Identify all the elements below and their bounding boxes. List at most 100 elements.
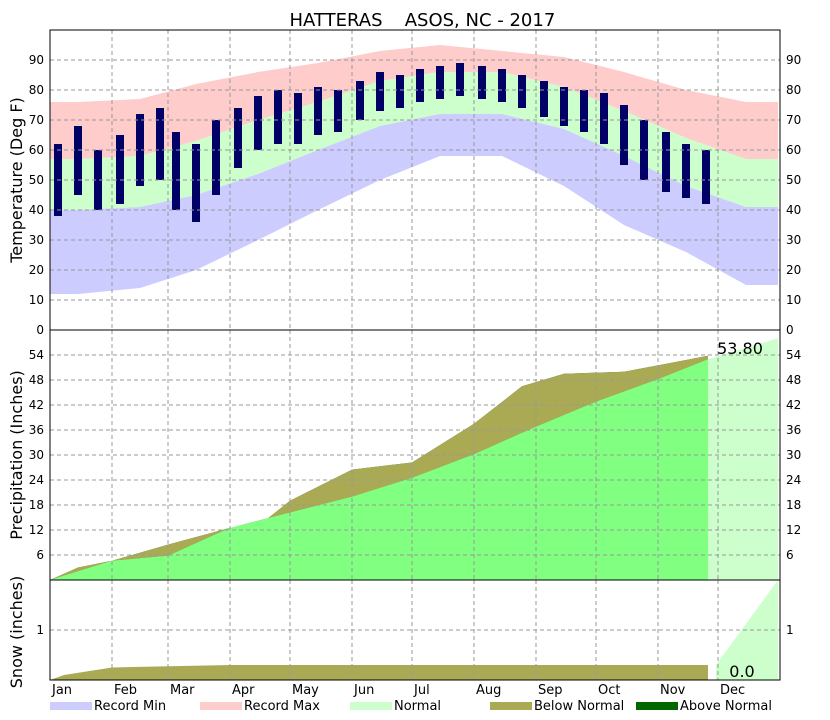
y-tick-label-right: 36 (786, 423, 801, 437)
snow-axis-label: Snow (inches) (7, 576, 26, 688)
observed-temperature-bar (234, 108, 242, 168)
y-tick-label-left: 80 (29, 83, 44, 97)
observed-temperature-bar (600, 93, 608, 144)
y-tick-label-left: 10 (29, 293, 44, 307)
below-normal-precipitation (50, 355, 708, 580)
chart-title-station: HATTERAS (289, 10, 382, 31)
y-tick-label-right: 1 (786, 623, 794, 637)
observed-temperature-bar (376, 72, 384, 111)
x-tick-label: Jul (413, 683, 430, 698)
x-tick-label: May (292, 683, 319, 698)
x-tick-label: Aug (476, 683, 501, 698)
chart-title-network: ASOS, NC - 2017 (405, 10, 556, 31)
legend-label: Record Max (244, 699, 320, 714)
y-tick-label-left: 12 (29, 523, 44, 537)
y-tick-label-right: 42 (786, 398, 801, 412)
x-tick-label: Jun (353, 683, 374, 698)
y-tick-label-left: 90 (29, 53, 44, 67)
y-tick-label-right: 30 (786, 233, 801, 247)
x-tick-label: Jan (51, 683, 72, 698)
y-tick-label-right: 48 (786, 373, 801, 387)
legend-swatch (350, 702, 392, 710)
x-tick-label: Feb (114, 683, 137, 698)
observed-temperature-bar (662, 132, 670, 192)
legend-swatch (200, 702, 242, 710)
y-tick-label-right: 6 (786, 548, 794, 562)
y-tick-label-right: 20 (786, 263, 801, 277)
y-tick-label-left: 1 (36, 623, 44, 637)
temperature-panel: 0 0 10 10 20 20 30 30 40 40 50 50 60 60 70 70 80 80 90 90 (29, 29, 801, 337)
observed-temperature-bar (274, 90, 282, 144)
observed-precipitation-base (50, 359, 708, 580)
y-tick-label-left: 70 (29, 113, 44, 127)
y-tick-label-left: 40 (29, 203, 44, 217)
y-tick-label-left: 30 (29, 448, 44, 462)
y-tick-label-left: 54 (29, 348, 44, 362)
y-tick-label-left: 18 (29, 498, 44, 512)
snow-total-label: 0.0 (729, 662, 754, 681)
observed-temperature-bar (620, 105, 628, 165)
observed-temperature-bar (682, 144, 690, 198)
observed-temperature-bar (560, 87, 568, 126)
y-tick-label-left: 6 (36, 548, 44, 562)
normal-band (50, 72, 778, 210)
legend-label: Below Normal (534, 699, 624, 714)
snow-frame (49, 579, 781, 681)
observed-temperature-bar (314, 87, 322, 135)
observed-temperature-bar (540, 81, 548, 117)
y-tick-label-left: 30 (29, 233, 44, 247)
observed-temperature-bar (212, 120, 220, 195)
x-tick-label: Dec (720, 683, 745, 698)
legend: Record Min Record Max Normal Below Normal Ab… (50, 699, 772, 714)
y-tick-label-right: 24 (786, 473, 801, 487)
x-tick-label: Nov (660, 683, 686, 698)
x-tick-label: Mar (170, 683, 195, 698)
legend-label: Normal (394, 699, 441, 714)
y-tick-label-right: 70 (786, 113, 801, 127)
observed-temperature-bar (294, 93, 302, 144)
temperature-axis-label: Temperature (Deg F) (7, 97, 26, 264)
legend-swatch (490, 702, 532, 710)
observed-temperature-bar (518, 75, 526, 108)
legend-label: Record Min (94, 699, 166, 714)
y-tick-label-left: 36 (29, 423, 44, 437)
legend-swatch (50, 702, 92, 710)
y-tick-label-right: 80 (786, 83, 801, 97)
observed-temperature-bar (498, 69, 506, 102)
y-tick-label-right: 50 (786, 173, 801, 187)
y-tick-label-left: 42 (29, 398, 44, 412)
y-tick-label-right: 30 (786, 448, 801, 462)
observed-temperature-bar (254, 96, 262, 150)
y-tick-label-zero-left: 0 (36, 323, 44, 337)
y-tick-label-left: 20 (29, 263, 44, 277)
y-tick-label-right: 90 (786, 53, 801, 67)
y-tick-label-right: 10 (786, 293, 801, 307)
observed-temperature-bar (156, 108, 164, 180)
observed-temperature-bar (456, 63, 464, 96)
x-tick-label: Oct (598, 683, 620, 698)
observed-temperature-bar (396, 75, 404, 108)
observed-temperature-bar (478, 66, 486, 99)
y-tick-label-left: 24 (29, 473, 44, 487)
y-tick-label-right: 12 (786, 523, 801, 537)
x-tick-label: Apr (232, 683, 255, 698)
precipitation-total-label: 53.80 (717, 339, 763, 358)
y-tick-label-right: 54 (786, 348, 801, 362)
observed-temperature-bar (172, 132, 180, 210)
x-axis-tick-labels: Jan Feb Mar Apr May Jun Jul Aug Sep Oct Nov Dec (51, 683, 745, 698)
observed-temperature-bar (356, 81, 364, 120)
observed-temperature-bar (74, 126, 82, 195)
observed-temperature-bar (580, 90, 588, 132)
observed-temperature-bar (94, 150, 102, 210)
y-tick-label-left: 60 (29, 143, 44, 157)
y-tick-label-right: 40 (786, 203, 801, 217)
legend-swatch (636, 702, 678, 710)
observed-temperature-bar (702, 150, 710, 204)
precipitation-panel: 6 6 12 12 18 18 24 24 30 30 36 36 42 42 48 48 54 54 (29, 329, 801, 581)
precipitation-axis-label: Precipitation (Inches) (7, 370, 26, 540)
y-tick-label-left: 48 (29, 373, 44, 387)
observed-temperature-bar (436, 66, 444, 99)
observed-temperature-bar (116, 135, 124, 204)
